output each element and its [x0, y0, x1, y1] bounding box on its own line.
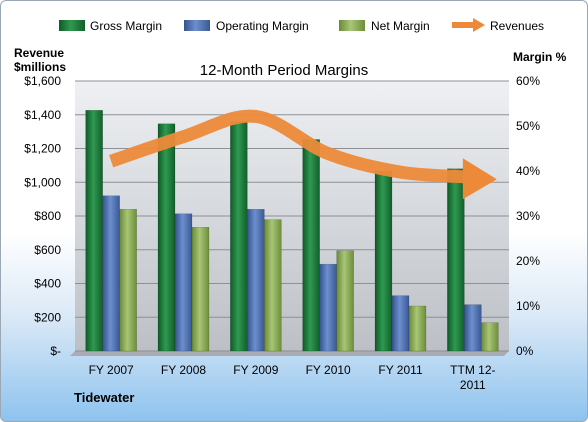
bars [85, 110, 499, 352]
bar-operating-margin [464, 304, 482, 352]
legend-label-net-margin: Net Margin [371, 19, 430, 33]
bar-net-margin [191, 227, 210, 352]
legend-item-gross-margin: Gross Margin [59, 19, 162, 33]
bar-net-margin [408, 305, 427, 352]
right-axis-ticks: 0% 10% 20% 30% 40% 50% 60% [516, 74, 540, 358]
bar-net-margin [336, 250, 354, 352]
bar-operating-margin [174, 213, 193, 352]
x-tick-label: FY 2009 [233, 363, 278, 377]
revenue-arrow-head [462, 158, 497, 200]
legend-label-revenues: Revenues [490, 19, 544, 33]
bar-operating-margin [247, 209, 265, 352]
left-axis-ticks: $- $200 $400 $600 $800 $1,000 $1,200 $1,400 $1,6… [24, 74, 61, 358]
legend-item-net-margin: Net Margin [339, 19, 430, 33]
x-tick-label: FY 2007 [89, 363, 134, 377]
legend-swatch-operating-margin [184, 20, 210, 31]
bar-operating-margin [102, 195, 120, 352]
legend-swatch-gross-margin [59, 20, 85, 31]
x-tick-label: FY 2011 [378, 363, 423, 377]
left-axis-label-line1: Revenue [14, 46, 64, 60]
left-tick-label: $1,000 [24, 175, 61, 189]
revenue-line-path [109, 109, 474, 184]
right-tick-label: 0% [516, 344, 534, 358]
right-tick-label: 40% [516, 164, 540, 178]
left-tick-label: $800 [34, 209, 61, 223]
right-tick-label: 20% [516, 254, 540, 268]
left-tick-label: $400 [34, 277, 61, 291]
legend-label-operating-margin: Operating Margin [216, 19, 309, 33]
legend-item-operating-margin: Operating Margin [184, 19, 309, 33]
left-tick-label: $1,200 [24, 142, 61, 156]
bar-gross-margin [302, 139, 320, 352]
bar-net-margin [119, 209, 137, 352]
bar-gross-margin [85, 110, 103, 352]
bar-net-margin [481, 322, 499, 352]
bar-gross-margin [230, 121, 248, 352]
bar-net-margin [264, 219, 282, 352]
x-tick-label: 2011 [460, 378, 486, 392]
bar-gross-margin [374, 170, 393, 352]
legend: Gross Margin Operating Margin Net Margin… [59, 18, 544, 33]
legend-item-revenues: Revenues [452, 18, 544, 33]
bar-gross-margin [447, 168, 465, 352]
x-axis-ticks: FY 2007 FY 2008 FY 2009 FY 2010 FY 2011 TTM 1… [89, 363, 496, 392]
bar-operating-margin [391, 295, 410, 352]
bar-gross-margin [157, 123, 176, 352]
legend-swatch-revenues-head [473, 18, 485, 32]
bar-operating-margin [319, 263, 337, 352]
right-axis-label: Margin % [513, 50, 567, 64]
left-tick-label: $1,400 [24, 108, 61, 122]
left-axis-label-line2: $millions [14, 60, 66, 74]
x-tick-label: FY 2010 [306, 363, 351, 377]
x-tick-label: FY 2008 [161, 363, 206, 377]
gridlines [75, 80, 509, 352]
left-tick-label: $600 [34, 243, 61, 257]
right-tick-label: 10% [516, 299, 540, 313]
right-tick-label: 30% [516, 209, 540, 223]
x-tick-label: TTM 12- [450, 363, 495, 377]
left-tick-label: $1,600 [24, 74, 61, 88]
right-tick-label: 50% [516, 119, 540, 133]
right-tick-label: 60% [516, 74, 540, 88]
company-label: Tidewater [74, 390, 134, 405]
revenue-line [109, 109, 497, 200]
left-tick-label: $- [50, 344, 61, 358]
legend-label-gross-margin: Gross Margin [90, 19, 162, 33]
legend-swatch-net-margin [339, 20, 365, 31]
plot-floor [70, 351, 509, 356]
chart-title: 12-Month Period Margins [200, 62, 368, 79]
left-tick-label: $200 [34, 310, 61, 324]
